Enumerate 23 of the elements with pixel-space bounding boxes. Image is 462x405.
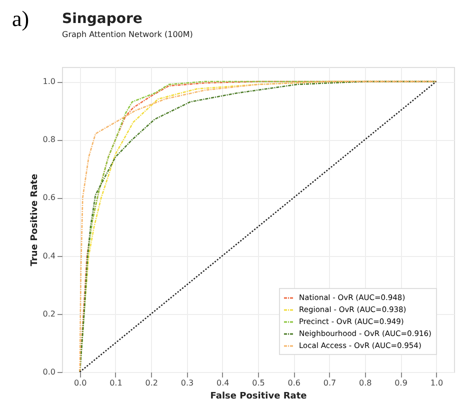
y-tick-label: 0.2: [42, 309, 56, 318]
x-tick-label: 0.8: [359, 378, 372, 388]
y-tick-label: 0.0: [42, 368, 56, 376]
y-tick-label: 0.4: [42, 251, 56, 260]
x-tick-label: 0.3: [180, 378, 194, 388]
x-tick-label: 0.1: [110, 378, 122, 388]
x-tick-label: 0.6: [288, 378, 301, 388]
x-tick-label: 0.9: [394, 378, 408, 388]
x-tick-label: 0.7: [323, 378, 336, 388]
y-axis-title: True Positive Rate: [30, 174, 40, 266]
x-tick-label: 0.0: [74, 378, 87, 388]
y-tick-label: 0.6: [42, 193, 56, 202]
x-tick-label: 0.5: [252, 378, 265, 388]
chart-subtitle: Graph Attention Network (100M): [62, 30, 193, 39]
y-tick-label: 1.0: [42, 77, 56, 86]
x-tick-label: 0.2: [145, 378, 158, 388]
chart-title: Singapore: [62, 11, 142, 27]
y-tick-label: 0.8: [42, 135, 56, 144]
x-tick-label: 0.4: [216, 378, 230, 388]
x-axis-title: False Positive Rate: [210, 392, 307, 402]
text: a): [12, 6, 30, 31]
x-tick-label: 1.0: [430, 378, 444, 388]
line-series: [79, 80, 437, 373]
